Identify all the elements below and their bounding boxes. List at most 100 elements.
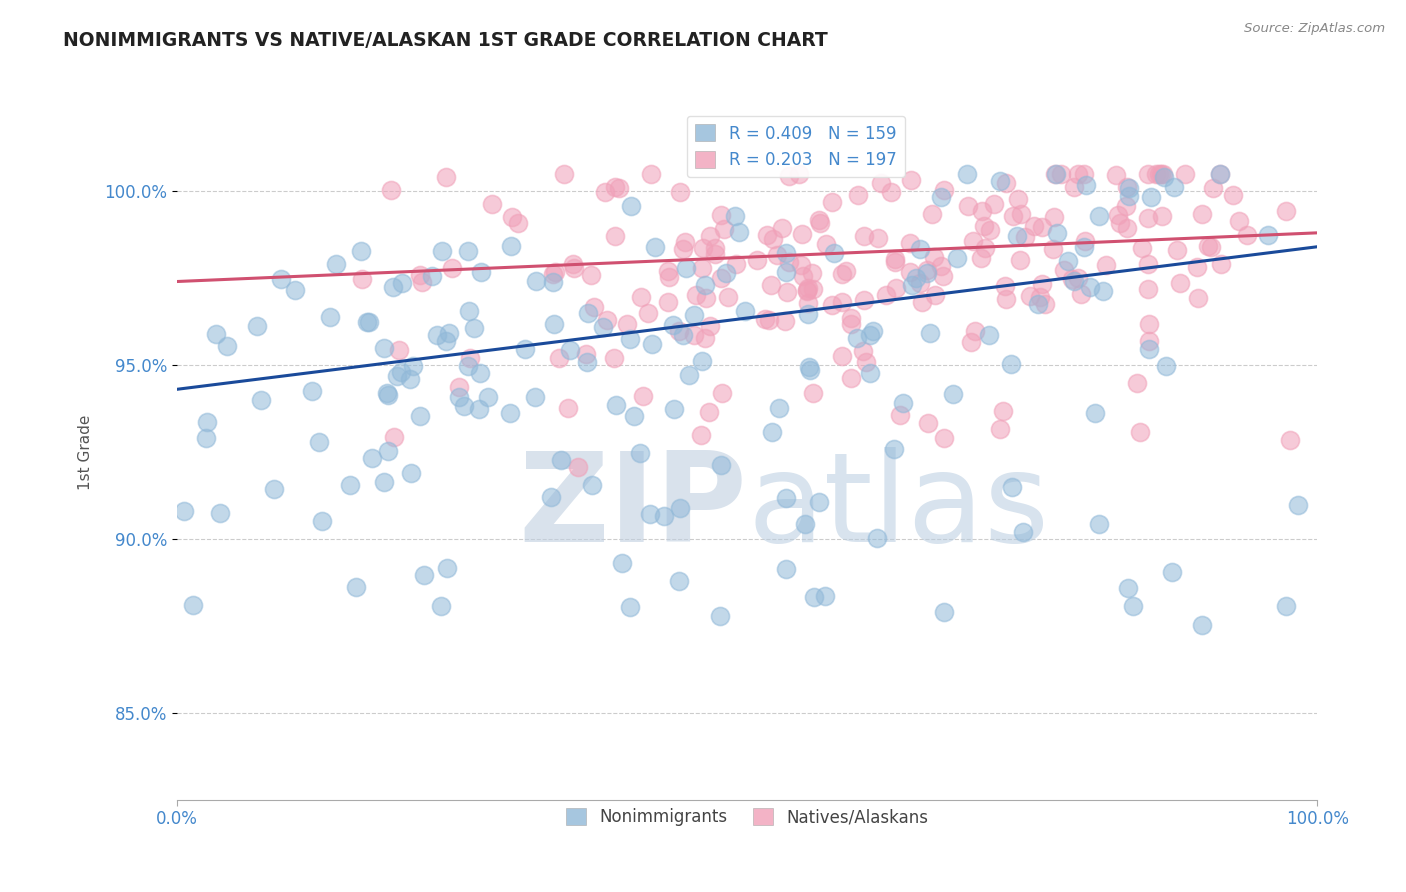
Point	[499, 239, 522, 253]
Point	[595, 186, 617, 200]
Point	[541, 268, 564, 282]
Point	[603, 228, 626, 243]
Point	[673, 235, 696, 249]
Point	[908, 242, 931, 256]
Point	[350, 244, 373, 258]
Point	[434, 169, 457, 184]
Point	[946, 251, 969, 265]
Point	[1152, 167, 1174, 181]
Point	[692, 241, 714, 255]
Point	[1122, 599, 1144, 614]
Point	[1073, 239, 1095, 253]
Point	[467, 401, 489, 416]
Point	[1139, 190, 1161, 204]
Point	[1236, 227, 1258, 242]
Point	[498, 406, 520, 420]
Point	[640, 337, 662, 351]
Point	[808, 217, 831, 231]
Point	[821, 194, 844, 209]
Point	[778, 255, 800, 269]
Point	[543, 317, 565, 331]
Point	[658, 269, 681, 284]
Point	[846, 188, 869, 202]
Point	[831, 268, 853, 282]
Point	[823, 245, 845, 260]
Point	[1136, 258, 1159, 272]
Point	[561, 257, 583, 271]
Point	[1279, 434, 1302, 448]
Point	[1161, 565, 1184, 579]
Point	[581, 478, 603, 492]
Point	[921, 207, 943, 221]
Point	[994, 176, 1017, 190]
Point	[195, 432, 218, 446]
Point	[979, 328, 1001, 343]
Point	[793, 516, 815, 531]
Point	[775, 245, 797, 260]
Point	[460, 351, 482, 366]
Point	[1150, 167, 1173, 181]
Point	[747, 252, 769, 267]
Point	[775, 491, 797, 505]
Point	[994, 278, 1017, 293]
Point	[839, 311, 862, 326]
Point	[250, 393, 273, 408]
Text: NONIMMIGRANTS VS NATIVE/ALASKAN 1ST GRADE CORRELATION CHART: NONIMMIGRANTS VS NATIVE/ALASKAN 1ST GRAD…	[63, 31, 828, 50]
Point	[1136, 167, 1159, 181]
Point	[801, 266, 824, 280]
Point	[807, 213, 830, 227]
Point	[458, 304, 481, 318]
Point	[544, 265, 567, 279]
Point	[1002, 209, 1025, 223]
Point	[1109, 216, 1132, 230]
Point	[855, 355, 877, 369]
Point	[814, 590, 837, 604]
Point	[900, 173, 922, 187]
Point	[1091, 284, 1114, 298]
Point	[724, 209, 747, 223]
Point	[759, 278, 782, 293]
Point	[797, 359, 820, 374]
Point	[215, 339, 238, 353]
Point	[845, 331, 868, 345]
Point	[652, 509, 675, 524]
Point	[831, 349, 853, 363]
Point	[1022, 219, 1045, 234]
Point	[662, 401, 685, 416]
Point	[1045, 167, 1067, 181]
Point	[699, 228, 721, 243]
Point	[1197, 238, 1219, 252]
Point	[1115, 180, 1137, 194]
Point	[558, 343, 581, 357]
Point	[657, 264, 679, 278]
Point	[1053, 263, 1076, 277]
Point	[1275, 204, 1298, 219]
Point	[835, 264, 858, 278]
Point	[883, 442, 905, 457]
Point	[734, 304, 756, 318]
Point	[1107, 208, 1129, 222]
Point	[1063, 274, 1085, 288]
Point	[709, 608, 731, 623]
Point	[1166, 243, 1188, 257]
Point	[796, 284, 818, 298]
Point	[1050, 167, 1073, 181]
Point	[359, 314, 381, 328]
Point	[710, 208, 733, 222]
Point	[956, 167, 979, 181]
Point	[603, 180, 626, 194]
Point	[768, 401, 790, 415]
Point	[859, 327, 882, 342]
Point	[246, 319, 269, 334]
Point	[1031, 277, 1053, 292]
Point	[970, 204, 993, 219]
Point	[506, 216, 529, 230]
Point	[463, 320, 485, 334]
Point	[524, 274, 547, 288]
Point	[957, 199, 980, 213]
Point	[690, 261, 713, 276]
Point	[1211, 257, 1233, 271]
Point	[988, 422, 1011, 436]
Point	[973, 219, 995, 234]
Point	[620, 199, 643, 213]
